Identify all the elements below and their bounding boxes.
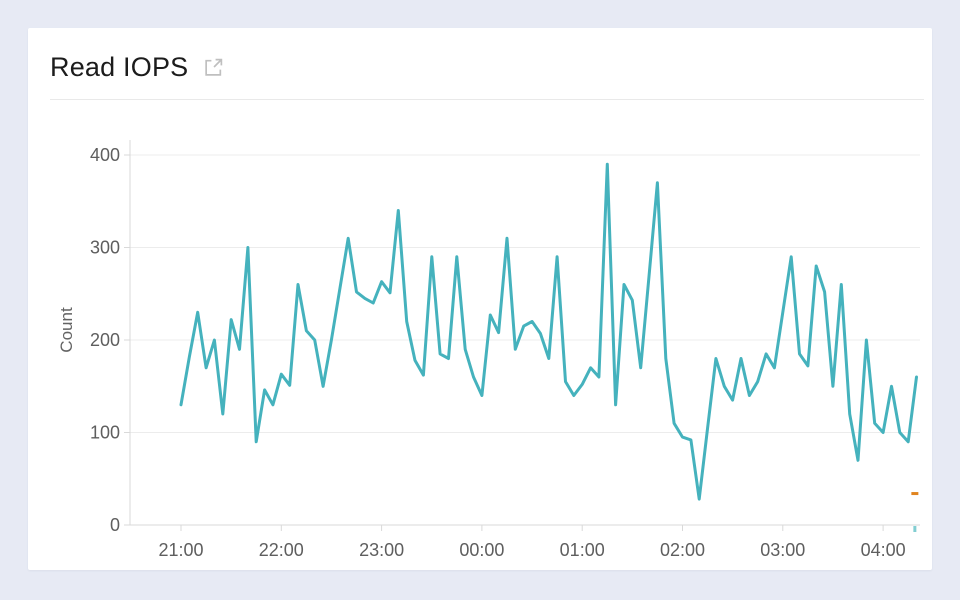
x-tick-label: 03:00 [760,540,805,560]
axis-end-tick [913,526,917,532]
y-tick-label: 100 [90,423,120,443]
x-tick-label: 02:00 [660,540,705,560]
plot-hover-area[interactable] [130,140,920,525]
y-tick-label: 300 [90,238,120,258]
series-line-read-iops [179,162,918,501]
orange-series-fragment [911,492,919,496]
y-axis-title: Count [57,307,76,353]
x-tick-label: 00:00 [459,540,504,560]
x-tick-label: 01:00 [560,540,605,560]
x-tick-label: 22:00 [259,540,304,560]
x-tick-label: 21:00 [158,540,203,560]
card-header: Read IOPS [50,52,910,82]
y-tick-label: 200 [90,330,120,350]
y-tick-label: 0 [110,515,120,535]
chart-svg: 0 100 200 300 400 21:00 22:00 23:00 00:00 01:00 02… [57,140,920,560]
header-divider [50,99,924,100]
open-external-button[interactable] [202,56,224,78]
x-tick-label: 23:00 [359,540,404,560]
x-tick-label: 04:00 [861,540,906,560]
external-link-icon [205,58,223,76]
page-title: Read IOPS [50,52,189,82]
y-tick-label: 400 [90,145,120,165]
chart-card: 0 100 200 300 400 21:00 22:00 23:00 00:00 01:00 02… [28,28,932,570]
